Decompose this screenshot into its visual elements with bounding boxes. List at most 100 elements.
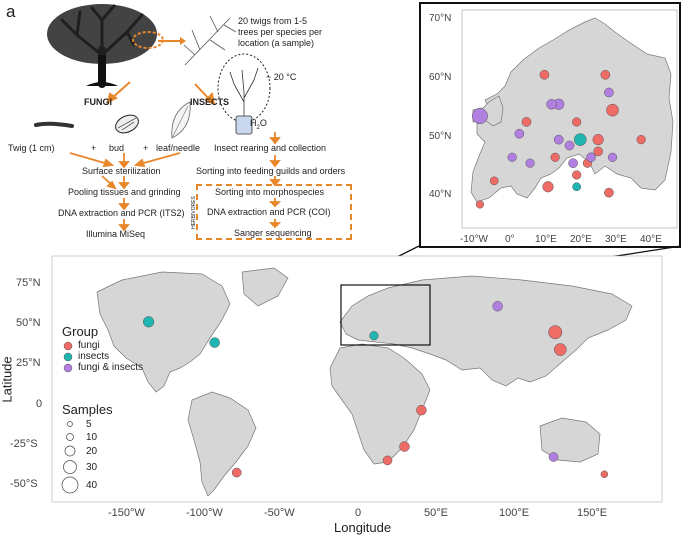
australia — [539, 417, 601, 463]
world-map — [51, 255, 663, 503]
c-xtick-30: 30°E — [605, 234, 627, 245]
flow-arrows-top — [106, 81, 216, 106]
legend-both-dot — [63, 363, 73, 373]
herbivore-step-3: Sanger sequencing — [234, 228, 312, 238]
tree-illustration — [47, 4, 157, 88]
b-ytick-50: 50°N — [16, 317, 41, 329]
plus-2: + — [143, 143, 149, 153]
fungi-step-4: Illumina MiSeq — [86, 229, 146, 239]
c-xtick-10: 10°E — [535, 234, 557, 245]
legend-fungi-label: fungi — [78, 340, 100, 351]
europe-point-2-0 — [471, 108, 488, 125]
world-point-2-1 — [548, 452, 559, 462]
world-point-1-1 — [209, 337, 220, 348]
world-point-0-0 — [548, 325, 563, 340]
legend-size-20-label: 20 — [86, 446, 98, 457]
europe-point-0-7 — [593, 146, 603, 157]
world-point-1-2 — [369, 331, 379, 341]
fungi-flow-arrows — [69, 152, 181, 232]
europe-point-2-8 — [507, 152, 517, 162]
europe-point-0-14 — [475, 200, 484, 209]
europe-point-0-8 — [550, 152, 560, 162]
herbivore-flow-arrows — [268, 198, 282, 229]
sample-description: 20 twigs from 1-5 trees per species per … — [238, 16, 323, 48]
b-xtick-m50: -50°W — [264, 507, 295, 519]
c-ytick-50: 50°N — [429, 131, 452, 142]
water-label: H2O — [250, 118, 267, 131]
europe-point-2-2 — [546, 99, 557, 110]
legend-size-10 — [66, 433, 74, 441]
legend-size-40-label: 40 — [86, 480, 98, 491]
world-point-0-6 — [600, 470, 609, 479]
leaf-label: leaf/needle — [156, 143, 201, 153]
b-ytick-25: 25°N — [16, 357, 41, 369]
europe-point-0-6 — [592, 134, 604, 146]
europe-point-0-10 — [572, 170, 582, 180]
legend-fungi-dot — [63, 341, 73, 351]
bud-icon — [115, 114, 139, 134]
europe-map — [461, 9, 678, 229]
insect-step-2: Sorting into feeding guilds and orders — [196, 166, 346, 176]
world-point-2-0 — [492, 301, 503, 312]
fungi-step-2: Pooling tissues and grinding — [68, 187, 181, 197]
europe-point-2-3 — [604, 87, 614, 98]
europe-point-2-11 — [607, 152, 618, 162]
world-point-0-5 — [231, 467, 242, 478]
b-xtick-m100: -100°W — [186, 507, 223, 519]
twig-icon — [34, 121, 74, 128]
b-xtick-150: 150°E — [577, 507, 608, 519]
europe-point-0-1 — [600, 69, 611, 80]
zoom-arrow — [158, 37, 186, 45]
herbivores-box — [196, 184, 352, 240]
legend-size-5 — [67, 421, 73, 427]
herbivore-step-1: Sorting into morphospecies — [215, 187, 325, 197]
c-xtick-0: 0° — [505, 234, 515, 245]
world-point-1-0 — [143, 316, 155, 328]
legend-insects-label: insects — [78, 351, 110, 362]
insect-flow-arrows — [269, 132, 281, 187]
c-xtick-40: 40°E — [640, 234, 662, 245]
herbivore-step-2: DNA extraction and PCR (COI) — [207, 207, 331, 217]
legend-both-label: fungi & insects — [78, 362, 144, 373]
fungi-step-1: Surface sterilization — [82, 166, 161, 176]
europe-point-2-9 — [586, 152, 596, 163]
europe-point-1-0 — [573, 133, 587, 146]
legend-size-30-label: 30 — [86, 462, 98, 473]
twig-label: Twig (1 cm) — [8, 143, 55, 153]
x-axis-title: Longitude — [334, 520, 392, 535]
europe-point-1-1 — [572, 182, 582, 192]
eurasia — [339, 275, 633, 387]
fungi-title: FUNGI — [84, 97, 112, 107]
b-xtick-100: 100°E — [499, 507, 530, 519]
europe-point-0-0 — [539, 69, 550, 80]
europe-point-2-7 — [568, 158, 578, 169]
c-ytick-40: 40°N — [429, 189, 452, 200]
plus-1: + — [91, 143, 97, 153]
greenland — [241, 267, 289, 307]
europe-point-2-10 — [525, 158, 535, 168]
europe-point-0-12 — [542, 181, 554, 193]
b-xtick-0: 0 — [355, 507, 362, 519]
europe-point-0-11 — [489, 176, 499, 186]
temperature-label: ~ 20 °C — [266, 72, 297, 82]
europe-point-2-5 — [553, 134, 564, 145]
c-xtick-20: 20°E — [570, 234, 592, 245]
europe-focus-box — [340, 284, 431, 346]
b-xtick-50: 50°E — [424, 507, 448, 519]
b-ytick-75: 75°N — [16, 277, 41, 289]
leaf-icon — [171, 101, 191, 139]
legend-group-title: Group — [62, 324, 99, 339]
europe-point-2-4 — [514, 128, 525, 139]
twig-sketch — [183, 15, 237, 66]
b-ytick-m50: -50°S — [10, 478, 38, 490]
y-axis-title: Latitude — [0, 356, 15, 403]
africa — [329, 343, 431, 465]
legend-size-40 — [61, 476, 79, 494]
world-point-0-2 — [416, 404, 427, 416]
north-america — [96, 271, 231, 393]
europe-point-0-5 — [636, 135, 646, 145]
herbivores-label: HERBIVORES — [190, 196, 197, 229]
legend-size-title: Samples — [62, 402, 113, 417]
insect-step-1: Insect rearing and collection — [214, 143, 327, 153]
europe-point-2-6 — [564, 140, 575, 151]
